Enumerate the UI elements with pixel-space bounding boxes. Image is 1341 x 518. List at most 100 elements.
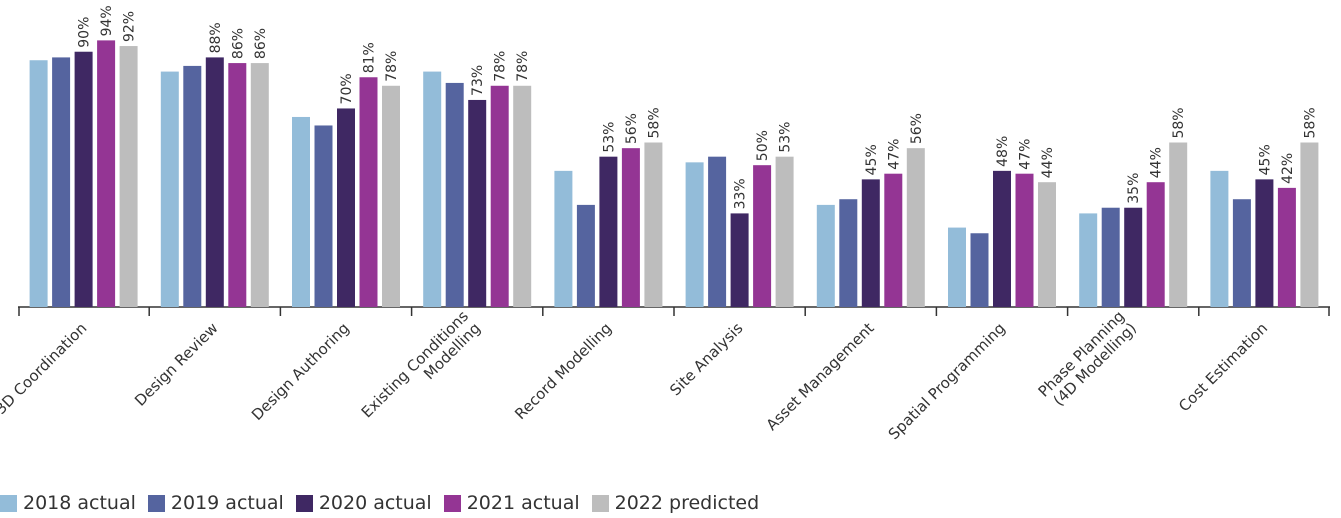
legend-item: 2019 actual xyxy=(147,492,284,514)
data-label: 58% xyxy=(646,107,662,138)
bar xyxy=(730,213,749,307)
bar xyxy=(97,40,116,308)
data-label: 73% xyxy=(470,65,486,96)
bar xyxy=(839,199,858,307)
data-label: 90% xyxy=(77,17,93,48)
data-label: 86% xyxy=(230,28,246,59)
x-tick-label: Cost Estimation xyxy=(1175,319,1271,415)
x-tick-label: Design Review xyxy=(131,319,222,410)
bar xyxy=(685,162,704,307)
x-tick-label: Design Authoring xyxy=(248,319,353,424)
data-label: 58% xyxy=(1302,107,1318,138)
data-label: 42% xyxy=(1280,153,1296,184)
legend-swatch xyxy=(591,494,609,512)
bar xyxy=(1277,187,1296,307)
legend-item: 2018 actual xyxy=(0,492,136,514)
x-tick-label: Phase Planning(4D Modelling) xyxy=(1035,307,1140,412)
x-tick-label: Record Modelling xyxy=(511,319,615,423)
bar xyxy=(1146,182,1165,307)
bar xyxy=(970,233,989,307)
data-label: 47% xyxy=(886,139,902,170)
data-label: 94% xyxy=(99,5,115,36)
data-label: 44% xyxy=(1040,147,1056,178)
legend-label: 2020 actual xyxy=(318,492,432,514)
bar xyxy=(1210,170,1229,307)
bar xyxy=(1124,207,1143,307)
bar xyxy=(948,227,966,307)
data-label: 53% xyxy=(778,122,794,153)
bar xyxy=(1101,207,1120,307)
x-tick-label: Site Analysis xyxy=(666,319,746,399)
bar xyxy=(119,46,138,308)
bar xyxy=(554,170,573,307)
data-label: 45% xyxy=(1257,144,1273,175)
data-label: 44% xyxy=(1149,147,1165,178)
bar xyxy=(382,85,400,307)
legend-item: 2020 actual xyxy=(295,492,432,514)
x-tick-label: Asset Management xyxy=(763,319,878,434)
bar xyxy=(1255,179,1274,307)
bar xyxy=(29,60,48,307)
legend-swatch xyxy=(295,494,313,512)
data-label: 86% xyxy=(253,28,269,59)
bar xyxy=(513,85,532,307)
data-label: 56% xyxy=(909,113,925,144)
legend-swatch xyxy=(0,494,17,512)
bar xyxy=(228,63,247,307)
data-label: 53% xyxy=(601,122,617,153)
data-label: 78% xyxy=(515,51,531,82)
x-tick-label: Existing ConditionsModelling xyxy=(358,307,484,433)
legend-swatch xyxy=(147,494,165,512)
bar xyxy=(205,57,224,307)
bar xyxy=(250,63,269,307)
bar xyxy=(359,77,378,308)
data-label: 35% xyxy=(1126,173,1142,204)
data-label: 70% xyxy=(339,73,355,104)
bar xyxy=(490,85,509,307)
bar xyxy=(1038,182,1056,307)
data-label: 47% xyxy=(1018,139,1034,170)
bar xyxy=(468,99,487,308)
bar xyxy=(1169,142,1188,307)
bar xyxy=(445,82,464,308)
data-label: 78% xyxy=(384,51,400,82)
bar xyxy=(292,116,310,308)
bar xyxy=(753,165,772,307)
data-label: 81% xyxy=(362,42,378,73)
legend-label: 2022 predicted xyxy=(614,492,760,514)
bar xyxy=(861,179,880,307)
legend-swatch xyxy=(443,494,461,512)
bar xyxy=(160,71,179,307)
bar xyxy=(1079,213,1098,307)
data-label: 45% xyxy=(864,144,880,175)
bar xyxy=(183,65,202,307)
legend-label: 2019 actual xyxy=(170,492,284,514)
bar xyxy=(708,156,727,307)
bar xyxy=(423,71,442,307)
bar xyxy=(576,204,595,307)
bar xyxy=(337,108,355,307)
bar xyxy=(1015,173,1034,307)
chart: 90% 94% 92% 3D Coordination 88% 86% 86% Design … xyxy=(0,5,1330,443)
data-label: 56% xyxy=(624,113,640,144)
data-label: 48% xyxy=(995,136,1011,167)
x-tick-label: 3D Coordination xyxy=(0,319,90,418)
data-label: 50% xyxy=(755,130,771,161)
data-label: 33% xyxy=(733,178,749,209)
data-label: 88% xyxy=(208,22,224,53)
bar xyxy=(884,173,903,307)
bar xyxy=(1300,142,1319,307)
bar xyxy=(599,156,618,307)
bar xyxy=(906,148,925,307)
bar xyxy=(775,156,794,307)
legend-label: 2018 actual xyxy=(23,492,136,514)
bar xyxy=(621,148,640,307)
data-label: 92% xyxy=(122,11,138,42)
bar xyxy=(993,170,1011,307)
bar xyxy=(314,125,333,307)
data-label: 58% xyxy=(1171,107,1187,138)
bar xyxy=(816,204,835,307)
legend: 2018 actual 2019 actual 2020 actual 2021 ac… xyxy=(0,492,771,514)
bar xyxy=(644,142,663,307)
data-label: 78% xyxy=(493,51,509,82)
